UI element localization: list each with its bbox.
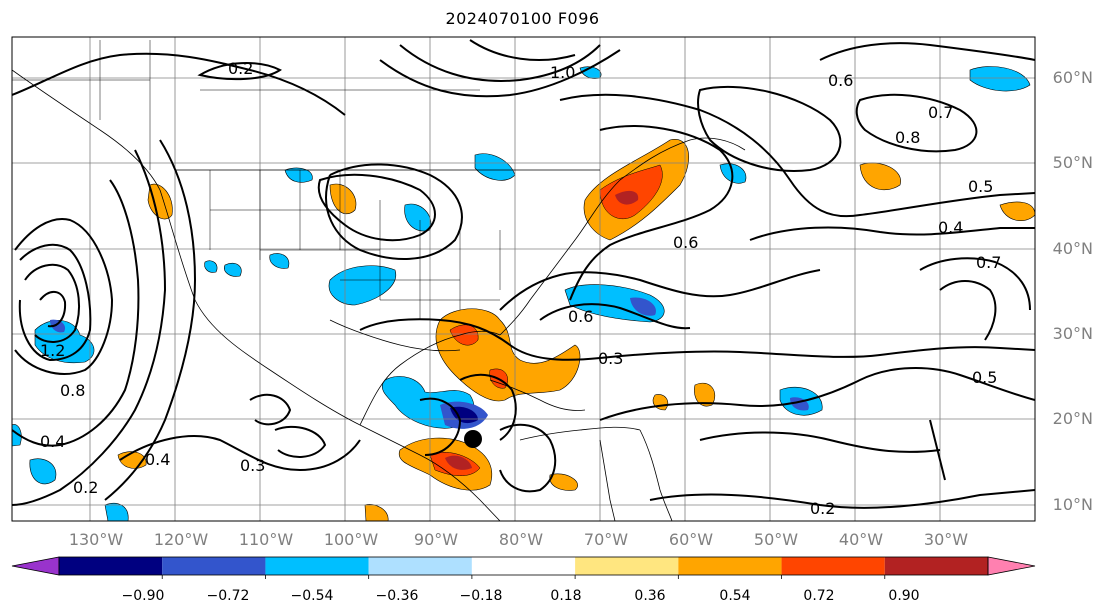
lon-label: 40°W [838,530,884,549]
colorbar-tick-label: 0.36 [634,588,666,604]
contour-label: 0.8 [60,381,85,400]
lat-label: 60°N [1052,68,1093,87]
contour-label: 0.2 [810,499,835,518]
lon-label: 130°W [68,530,124,549]
lon-label: 70°W [583,530,629,549]
contour-label: 0.6 [673,233,698,252]
contour-label: 0.7 [976,253,1001,272]
lat-label: 30°N [1052,324,1093,343]
colorbar-segment [265,557,369,575]
contour-lines [12,39,1035,509]
colorbar-tick-label: 0.90 [888,588,920,604]
colorbar-segment [471,557,576,575]
lat-label: 50°N [1052,153,1093,172]
colorbar-tick-label: 0.18 [550,588,582,604]
lon-label: 50°W [753,530,799,549]
map-frame [11,36,1036,522]
map-background [12,37,1035,521]
contour-label-group: 0.2 0.2 0.3 0.3 0.4 0.4 0.5 0.5 0.6 0.6 … [40,59,1001,518]
contour-label: 0.6 [568,307,593,326]
lon-label: 30°W [923,530,969,549]
coastlines [12,69,746,521]
colorbar [11,556,1036,579]
lat-label: 20°N [1052,409,1093,428]
contour-label: 0.2 [73,478,98,497]
lon-label: 80°W [498,530,544,549]
colorbar-tick-label: −0.18 [459,588,503,604]
colorbar-segment [884,557,988,575]
lon-label: 110°W [238,530,294,549]
colorbar-segment [59,557,163,575]
colorbar-segment [368,557,472,575]
colorbar-outline [58,556,989,576]
contour-label: 0.4 [40,432,65,451]
colorbar-extend-low [11,556,60,576]
map-title: 2024070100 F096 [445,9,600,28]
extreme-anomaly-shading [445,190,639,470]
colorbar-tick-label: −0.54 [290,588,334,604]
warm-anomaly-shading [117,139,1035,521]
colorbar-segment [162,557,266,575]
colorbar-tick-label: −0.36 [375,588,419,604]
contour-label: 0.7 [928,103,953,122]
contour-label: 1.0 [550,63,575,82]
colorbar-tick-label: 0.72 [803,588,835,604]
contour-label: 0.5 [972,368,997,387]
storm-center-marker [464,430,482,448]
lon-label: 60°W [668,530,714,549]
colorbar-tick-label: 0.54 [719,588,751,604]
contour-label: 0.4 [938,218,963,237]
lon-label: 120°W [153,530,209,549]
lat-label: 40°N [1052,239,1093,258]
lon-label: 90°W [413,530,459,549]
lat-label: 10°N [1052,495,1093,514]
colorbar-segment [678,557,782,575]
contour-label: 0.3 [240,456,265,475]
colorbar-tick-label: −0.90 [121,588,165,604]
contour-label: 0.5 [968,177,993,196]
contour-label: 0.3 [598,349,623,368]
colorbar-tick-label: −0.72 [206,588,250,604]
contour-label: 0.6 [828,71,853,90]
colorbar-segment [575,557,679,575]
colorbar-extend-high [987,556,1036,576]
colorbar-segment [781,557,885,575]
lon-label: 100°W [323,530,379,549]
contour-label: 0.2 [228,59,253,78]
contour-label: 0.8 [895,128,920,147]
contour-label: 0.4 [145,450,170,469]
state-borders [12,40,501,320]
contour-label: 1.2 [40,341,65,360]
